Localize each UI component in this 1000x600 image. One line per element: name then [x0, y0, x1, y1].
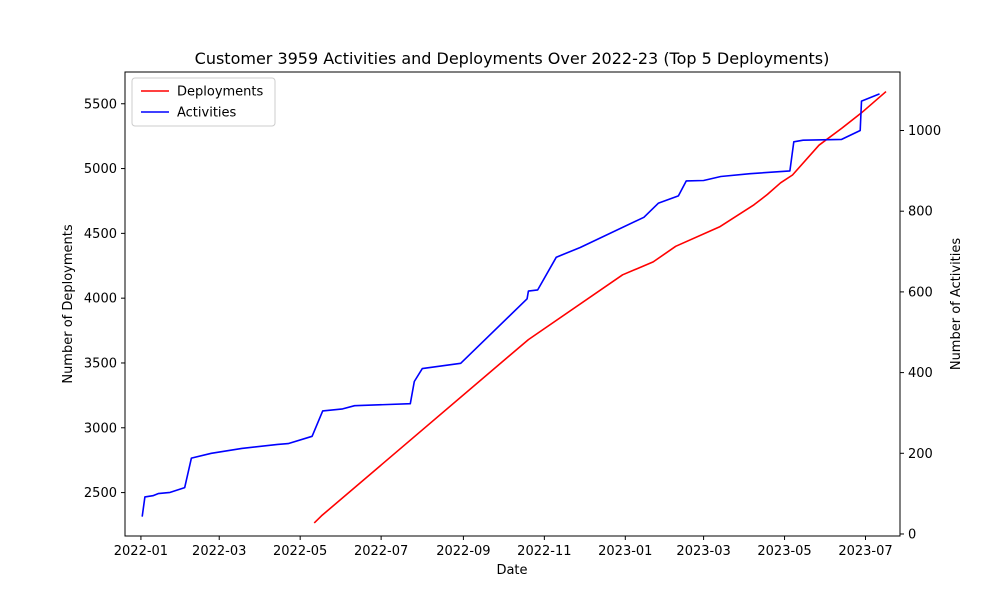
y-right-tick-label: 200 [908, 447, 933, 462]
series-line-activities [141, 93, 880, 517]
legend-box [131, 77, 276, 127]
y-left-tick-label: 3000 [84, 421, 117, 436]
y-left-tick-label: 4500 [84, 227, 117, 242]
x-tick-label: 2022-07 [354, 544, 408, 559]
x-tick-label: 2023-01 [598, 544, 652, 559]
x-tick-label: 2022-09 [436, 544, 490, 559]
y-right-tick-label: 1000 [908, 124, 941, 139]
legend: Deployments Activities [131, 77, 276, 127]
legend-label-activities: Activities [177, 106, 237, 121]
x-tick-label: 2022-11 [517, 544, 571, 559]
y-left-tick-label: 2500 [84, 486, 117, 501]
x-tick-label: 2023-07 [838, 544, 892, 559]
plot-area: 2022-01 2022-03 2022-05 2022-07 2022-09 2022-… [84, 71, 941, 559]
x-axis-label: Date [496, 563, 527, 578]
y-left-tick-label: 3500 [84, 356, 117, 371]
plot-frame [124, 71, 901, 537]
y-axis-left-label: Number of Deployments [61, 224, 76, 384]
legend-label-deployments: Deployments [177, 85, 264, 100]
y-left-tick-label: 5500 [84, 97, 117, 112]
y-left-tick-label: 4000 [84, 292, 117, 307]
chart-title: Customer 3959 Activities and Deployments… [195, 49, 830, 68]
y-right-tick-label: 400 [908, 366, 933, 381]
x-tick-label: 2023-05 [757, 544, 811, 559]
y-right-tick-label: 0 [908, 527, 916, 542]
x-tick-label: 2022-03 [192, 544, 246, 559]
x-tick-label: 2022-05 [273, 544, 327, 559]
series-line-deployments [313, 90, 887, 524]
y-right-tick-label: 600 [908, 285, 933, 300]
x-tick-label: 2022-01 [114, 544, 168, 559]
y-left-tick-label: 5000 [84, 162, 117, 177]
x-tick-label: 2023-03 [676, 544, 730, 559]
y-right-tick-label: 800 [908, 205, 933, 220]
y-axis-right-label: Number of Activities [949, 238, 964, 371]
